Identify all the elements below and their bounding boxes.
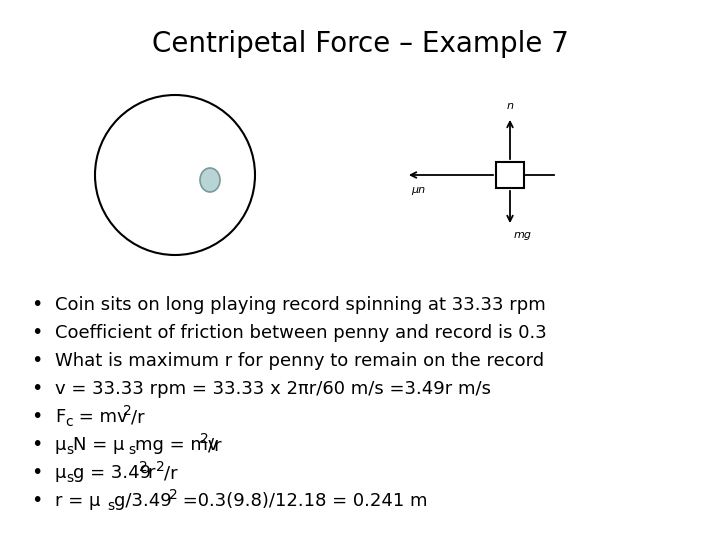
Text: •: •: [31, 352, 42, 370]
Text: c: c: [65, 415, 73, 429]
Text: n: n: [506, 101, 513, 111]
Text: 2: 2: [200, 432, 209, 446]
Text: =0.3(9.8)/12.18 = 0.241 m: =0.3(9.8)/12.18 = 0.241 m: [177, 492, 428, 510]
Bar: [496, 162, 524, 188]
Text: /r: /r: [164, 464, 178, 482]
Text: 2: 2: [169, 488, 178, 502]
Text: /r: /r: [208, 436, 222, 454]
Text: s: s: [66, 443, 73, 457]
Text: •: •: [31, 408, 42, 427]
Ellipse shape: [200, 168, 220, 192]
Text: Coin sits on long playing record spinning at 33.33 rpm: Coin sits on long playing record spinnin…: [55, 296, 546, 314]
Text: μ: μ: [55, 464, 66, 482]
Text: g/3.49: g/3.49: [114, 492, 172, 510]
Text: •: •: [31, 323, 42, 342]
Text: •: •: [31, 435, 42, 455]
Text: μn: μn: [411, 185, 425, 195]
Text: mg = mv: mg = mv: [135, 436, 218, 454]
Text: F: F: [55, 408, 66, 426]
Text: 2: 2: [156, 460, 165, 474]
Text: N = μ: N = μ: [73, 436, 125, 454]
Text: What is maximum r for penny to remain on the record: What is maximum r for penny to remain on…: [55, 352, 544, 370]
Text: 2: 2: [123, 404, 132, 418]
Text: /r: /r: [131, 408, 145, 426]
Text: Coefficient of friction between penny and record is 0.3: Coefficient of friction between penny an…: [55, 324, 546, 342]
Text: μ: μ: [55, 436, 66, 454]
Text: r: r: [147, 464, 155, 482]
Text: 2: 2: [139, 460, 148, 474]
Text: g = 3.49: g = 3.49: [73, 464, 151, 482]
Text: = mv: = mv: [73, 408, 127, 426]
Text: •: •: [31, 380, 42, 399]
Text: s: s: [107, 499, 114, 513]
Text: Centripetal Force – Example 7: Centripetal Force – Example 7: [152, 30, 568, 58]
Text: •: •: [31, 463, 42, 483]
Text: s: s: [66, 471, 73, 485]
Text: r = μ: r = μ: [55, 492, 100, 510]
Text: •: •: [31, 295, 42, 314]
Text: mg: mg: [514, 230, 532, 240]
Text: s: s: [128, 443, 135, 457]
Text: •: •: [31, 491, 42, 510]
Text: v = 33.33 rpm = 33.33 x 2πr/60 m/s =3.49r m/s: v = 33.33 rpm = 33.33 x 2πr/60 m/s =3.49…: [55, 380, 491, 398]
